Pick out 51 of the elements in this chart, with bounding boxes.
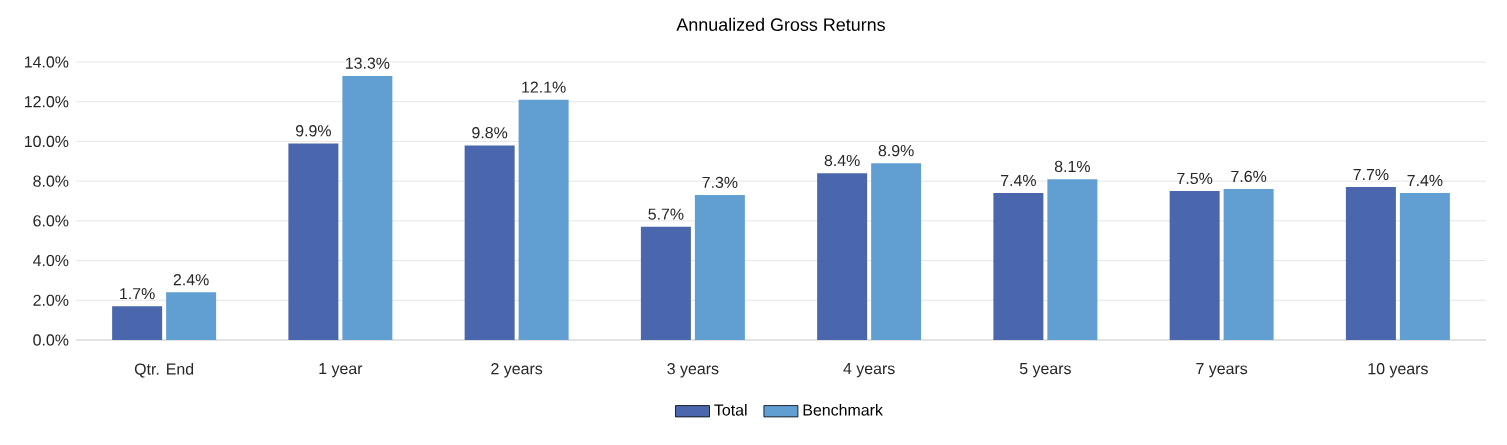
bar (993, 193, 1044, 340)
x-tick-label: 5 years (1019, 363, 1071, 378)
bar (464, 145, 515, 340)
bar (1223, 189, 1274, 340)
data-label: 12.1% (522, 81, 566, 93)
x-tick-label: 7 years (1196, 363, 1248, 378)
x-tick-label: 3 years (667, 363, 719, 378)
y-tick-label: 8.0% (33, 175, 69, 187)
data-label: 7.5% (1177, 172, 1213, 185)
data-label: 1.7% (120, 288, 155, 300)
x-tick-label: 10 years (1368, 363, 1428, 378)
data-label: 9.8% (472, 127, 508, 139)
bar (1345, 187, 1396, 340)
bar (694, 195, 745, 340)
bar (1047, 179, 1098, 340)
data-label: 8.9% (878, 144, 914, 157)
y-tick-label: 10.0% (24, 135, 69, 148)
chart-title: Annualized Gross Returns (676, 17, 885, 32)
y-tick-label: 6.0% (33, 215, 69, 227)
bar (871, 163, 922, 340)
data-label: 7.3% (702, 176, 738, 188)
bar (166, 292, 217, 340)
legend-label: Total (714, 403, 747, 416)
bar (1169, 191, 1220, 340)
data-label: 8.4% (824, 154, 860, 167)
x-tick-label: 1 year (319, 363, 363, 378)
data-label: 5.7% (648, 208, 684, 220)
y-tick-label: 14.0% (24, 56, 69, 68)
y-tick-label: 0.0% (33, 334, 69, 346)
bar (518, 99, 569, 340)
bar (288, 143, 339, 340)
x-tick-label: 4 years (843, 363, 895, 378)
bar (112, 306, 163, 340)
data-label: 8.1% (1054, 160, 1090, 173)
data-label: 7.7% (1353, 168, 1389, 181)
bar (817, 173, 868, 340)
x-tick-label: Qtr. End (134, 363, 194, 378)
data-label: 2.4% (173, 274, 209, 286)
x-tick-label: 2 years (491, 363, 543, 378)
data-label: 7.6% (1231, 170, 1267, 183)
bar (640, 226, 691, 340)
legend-label: Benchmark (803, 403, 883, 416)
data-label: 7.4% (1407, 174, 1443, 187)
y-tick-label: 2.0% (33, 294, 69, 306)
data-label: 13.3% (345, 57, 390, 69)
y-tick-label: 12.0% (24, 96, 69, 108)
data-label: 9.9% (295, 125, 331, 137)
y-tick-label: 4.0% (33, 254, 69, 267)
bar (1399, 193, 1450, 340)
bar (342, 75, 393, 340)
data-label: 7.4% (1001, 174, 1036, 187)
